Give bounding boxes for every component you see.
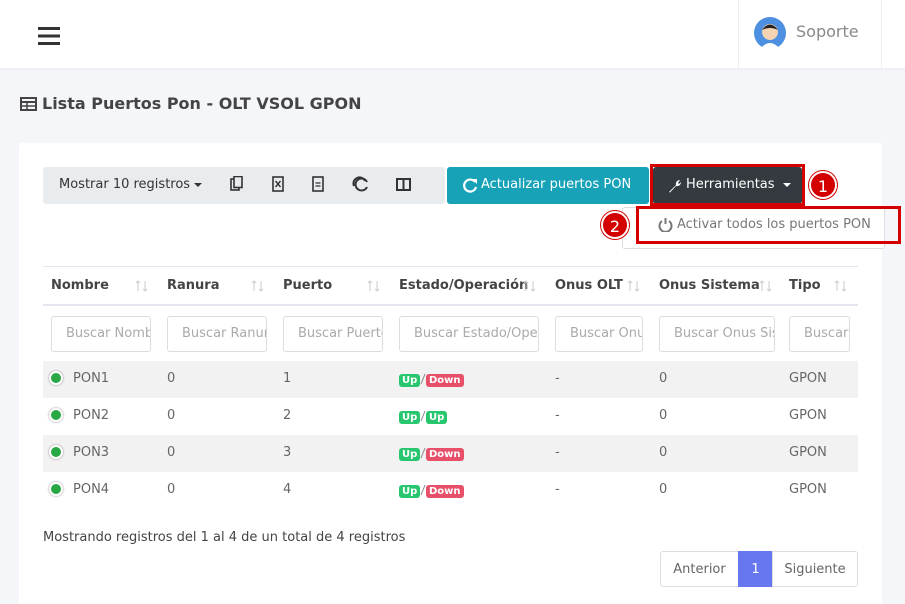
table-cell: 2	[283, 408, 292, 423]
callout-badge: 1	[809, 171, 837, 199]
sort-icon[interactable]	[834, 280, 848, 292]
table-cell: PON3	[73, 445, 110, 460]
sort-icon[interactable]	[523, 280, 537, 292]
expand-icon[interactable]	[49, 482, 63, 496]
sort-icon[interactable]	[367, 280, 381, 292]
table-cell: 0	[167, 445, 176, 460]
table-cell: 0	[659, 445, 668, 460]
highlight-box	[636, 206, 901, 244]
next-button[interactable]: Siguiente	[772, 551, 858, 587]
column-header[interactable]: Tipo	[789, 278, 821, 293]
column-search-input[interactable]: Buscar Puerto	[283, 316, 383, 352]
table-cell: GPON	[789, 482, 827, 497]
table-cell: 0	[167, 408, 176, 423]
table-cell: PON1	[73, 371, 110, 386]
status-separator	[420, 447, 426, 459]
column-header[interactable]: Ranura	[167, 278, 220, 293]
table-cell: PON2	[73, 408, 110, 423]
sort-icon[interactable]	[759, 280, 773, 292]
table-header-border	[43, 304, 858, 306]
menu-icon[interactable]	[38, 27, 60, 45]
table-cell: 0	[167, 371, 176, 386]
status-badge: Down	[426, 448, 464, 461]
table-cell: PON4	[73, 482, 110, 497]
table-cell: 0	[659, 371, 668, 386]
table-cell: GPON	[789, 371, 827, 386]
activate-all-ports-item[interactable]: Activar todos los puertos PON	[677, 217, 871, 232]
column-search-input[interactable]: Buscar Estado/Operación	[399, 316, 539, 352]
sort-icon[interactable]	[251, 280, 265, 292]
table-cell: 0	[659, 408, 668, 423]
table-cell: 0	[167, 482, 176, 497]
table-cell: 4	[283, 482, 292, 497]
expand-icon[interactable]	[49, 371, 63, 385]
table-info: Mostrando registros del 1 al 4 de un tot…	[43, 530, 406, 545]
column-header[interactable]: Onus OLT	[555, 278, 623, 293]
power-icon	[658, 218, 673, 232]
column-header[interactable]: Nombre	[51, 278, 109, 293]
export-icons[interactable]	[228, 176, 418, 194]
status-badge: Up	[399, 448, 421, 461]
callout-badge: 2	[601, 211, 629, 239]
table-cell: 1	[283, 371, 292, 386]
expand-icon[interactable]	[49, 408, 63, 422]
status-badge: Up	[399, 374, 421, 387]
table-cell: -	[555, 371, 560, 386]
tools-label: Herramientas	[686, 177, 775, 192]
table-row	[43, 398, 858, 435]
column-search-input[interactable]: Buscar Tipo	[789, 316, 850, 352]
status-separator	[420, 484, 426, 496]
status-badge: Down	[426, 374, 464, 387]
page-button[interactable]: 1	[738, 551, 773, 587]
user-name[interactable]: Soporte	[796, 22, 859, 41]
sort-icon[interactable]	[135, 280, 149, 292]
previous-button[interactable]: Anterior	[660, 551, 739, 587]
status-badge: Down	[426, 485, 464, 498]
show-entries-button[interactable]: Mostrar 10 registros	[59, 177, 203, 192]
column-search-input[interactable]: Buscar Onus Sistema	[659, 316, 775, 352]
user-menu[interactable]	[738, 0, 882, 68]
status-badge: Up	[426, 411, 448, 424]
expand-icon[interactable]	[49, 445, 63, 459]
column-header[interactable]: Onus Sistema	[659, 278, 760, 293]
refresh-ports-label: Actualizar puertos PON	[481, 177, 632, 192]
column-search-input[interactable]: Buscar Nombre	[51, 316, 151, 352]
button-group	[43, 167, 445, 204]
page-title: Lista Puertos Pon - OLT VSOL GPON	[42, 94, 362, 113]
table-cell: GPON	[789, 408, 827, 423]
status-separator	[420, 373, 426, 385]
table-cell: -	[555, 445, 560, 460]
status-badge: Up	[399, 411, 421, 424]
status-separator	[420, 410, 426, 422]
status-badge: Up	[399, 485, 421, 498]
refresh-ports-button[interactable]: Actualizar puertos PON	[447, 167, 649, 204]
wrench-icon	[669, 179, 682, 193]
sort-icon[interactable]	[627, 280, 641, 292]
highlight-box	[650, 164, 805, 206]
table-cell: -	[555, 408, 560, 423]
column-search-input[interactable]: Buscar Ranura	[167, 316, 267, 352]
table-cell: -	[555, 482, 560, 497]
show-entries-label: Mostrar 10 registros	[59, 177, 191, 192]
avatar	[754, 17, 786, 49]
table-cell: GPON	[789, 445, 827, 460]
table-icon	[20, 97, 37, 111]
column-search-input[interactable]: Buscar Onus OLT	[555, 316, 643, 352]
table-cell: 0	[659, 482, 668, 497]
table-cell: 3	[283, 445, 292, 460]
column-header[interactable]: Puerto	[283, 278, 333, 293]
table-top-border	[43, 266, 858, 267]
column-header[interactable]: Estado/Operación	[399, 278, 529, 293]
refresh-icon	[463, 178, 478, 193]
